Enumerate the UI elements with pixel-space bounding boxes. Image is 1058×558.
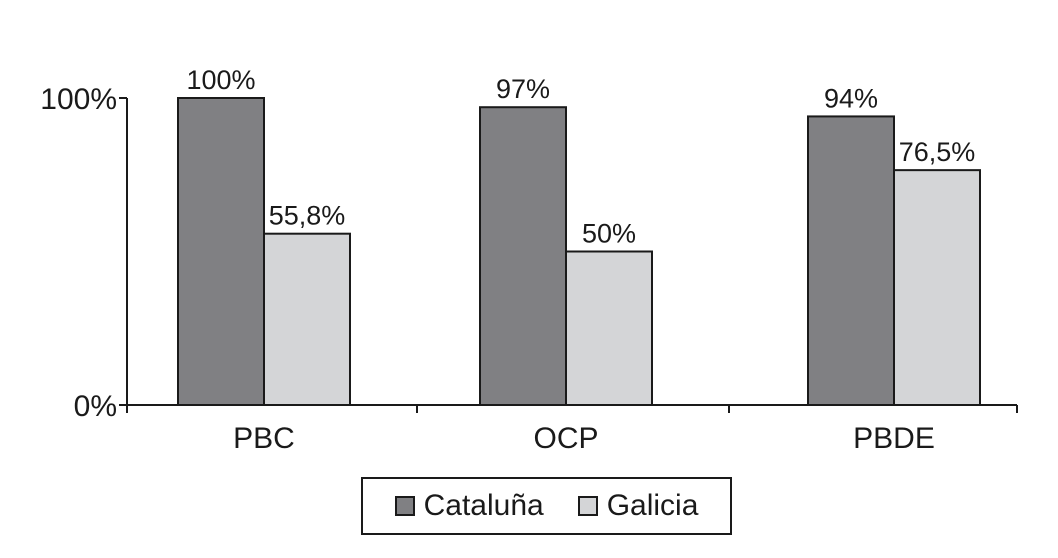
x-tick-label: OCP <box>533 422 598 455</box>
bar-galicia-ocp <box>565 250 653 406</box>
bar-cataluna-ocp <box>479 106 567 407</box>
legend: Cataluña Galicia <box>361 477 732 535</box>
legend-item-cataluna: Cataluña <box>394 489 544 523</box>
bar-chart: 100% 97% 94% 55,8% 50% 76,5% 0% 100% PBC OCP PBDE <box>40 65 1018 455</box>
x-tick-label: PBDE <box>853 422 935 455</box>
legend-label-galicia: Galicia <box>606 489 699 522</box>
x-tick-label: PBC <box>233 422 295 455</box>
legend-label-cataluna: Cataluña <box>423 489 544 522</box>
bar-cataluna-pbde <box>807 115 895 406</box>
legend-swatch-galicia <box>577 496 598 516</box>
bar-galicia-pbc <box>263 232 351 406</box>
legend-item-galicia: Galicia <box>577 489 699 523</box>
y-tick-label: 0% <box>74 390 117 423</box>
bar-cataluna-pbc <box>177 97 265 406</box>
data-label: 50% <box>582 219 636 249</box>
data-label: 76,5% <box>899 137 976 167</box>
data-label: 94% <box>824 83 878 113</box>
data-label: 97% <box>496 74 550 104</box>
legend-swatch-cataluna <box>394 496 415 516</box>
data-label: 100% <box>186 65 255 95</box>
data-label: 55,8% <box>269 201 346 231</box>
y-tick-label: 100% <box>40 83 117 116</box>
bar-galicia-pbde <box>893 169 981 406</box>
